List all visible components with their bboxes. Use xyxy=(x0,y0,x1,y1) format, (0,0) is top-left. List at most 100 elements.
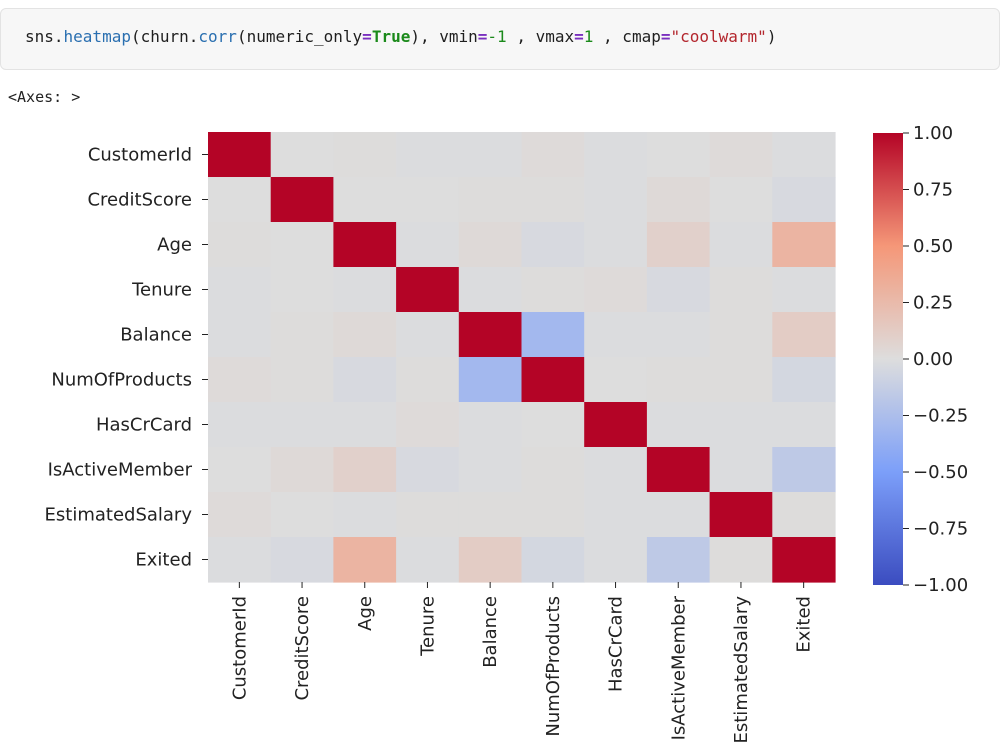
heatmap-cell xyxy=(270,222,334,268)
heatmap-cell xyxy=(270,177,334,223)
code-token: , vmax xyxy=(506,27,575,46)
x-tick-label: Tenure xyxy=(417,596,438,657)
heatmap-cell xyxy=(208,222,272,268)
y-tick-label: CreditScore xyxy=(87,190,192,211)
code-token: (churn. xyxy=(130,27,199,46)
colorbar-tick-label: −0.50 xyxy=(913,462,968,483)
heatmap-cell xyxy=(396,492,460,538)
heatmap-cell xyxy=(458,402,523,448)
heatmap-cell xyxy=(208,492,272,538)
heatmap-cell xyxy=(772,177,836,223)
heatmap-cell xyxy=(333,312,397,358)
heatmap-cell xyxy=(208,177,272,223)
heatmap-cell xyxy=(396,177,460,223)
colorbar-tick-label: −0.25 xyxy=(913,406,968,427)
colorbar-tick-label: 0.50 xyxy=(913,236,953,257)
heatmap-cell xyxy=(208,267,272,313)
heatmap-cell xyxy=(709,222,773,268)
y-tick-label: IsActiveMember xyxy=(48,460,193,481)
heatmap-cell xyxy=(333,357,397,403)
heatmap-cell xyxy=(646,222,711,268)
code-token-number: -1 xyxy=(487,27,507,46)
heatmap-cell xyxy=(270,312,334,358)
heatmap-cell xyxy=(208,132,272,178)
code-token: (numeric_only xyxy=(236,27,363,46)
heatmap-cell xyxy=(458,492,523,538)
y-tick-label: CustomerId xyxy=(88,145,192,166)
y-tick-label: Tenure xyxy=(131,280,192,301)
x-tick-label: IsActiveMember xyxy=(668,595,689,740)
heatmap-cell xyxy=(333,177,397,223)
code-token-op: = xyxy=(477,27,488,46)
heatmap-cell xyxy=(709,447,773,493)
x-tick-labels: CustomerId CreditScore Age Tenure Balance Num… xyxy=(229,582,815,743)
heatmap-cell xyxy=(333,222,397,268)
heatmap-cell xyxy=(208,447,272,493)
code-token: ) xyxy=(766,27,777,46)
heatmap-cell xyxy=(584,447,648,493)
heatmap-cell xyxy=(772,222,836,268)
x-tick-label: Age xyxy=(355,596,376,631)
colorbar-tick-label: 0.25 xyxy=(913,293,953,314)
heatmap-cell xyxy=(772,357,836,403)
x-tick-label: HasCrCard xyxy=(606,596,627,692)
heatmap-cell xyxy=(396,447,460,493)
heatmap-cell xyxy=(521,357,585,403)
code-token: , cmap xyxy=(593,27,661,46)
heatmap-cell xyxy=(646,312,711,358)
y-tick-label: Exited xyxy=(135,550,192,571)
heatmap-cell xyxy=(709,177,773,223)
heatmap-cell xyxy=(772,537,836,583)
heatmap-cell xyxy=(709,492,773,538)
heatmap-cell xyxy=(521,402,585,448)
x-tick-label: CreditScore xyxy=(292,596,313,701)
x-tick-label: NumOfProducts xyxy=(543,596,564,737)
heatmap-cell xyxy=(458,132,523,178)
heatmap-cell xyxy=(396,132,460,178)
heatmap-cell xyxy=(458,537,523,583)
code-cell[interactable]: sns.heatmap(churn.corr(numeric_only=True… xyxy=(0,8,1000,70)
heatmap-cell xyxy=(333,447,397,493)
colorbar-bar xyxy=(873,133,903,585)
code-line: sns.heatmap(churn.corr(numeric_only=True… xyxy=(25,27,776,46)
heatmap-cell xyxy=(270,267,334,313)
heatmap-cell xyxy=(584,177,648,223)
heatmap-cell xyxy=(709,537,773,583)
y-tick-label: Balance xyxy=(120,325,192,346)
y-tick-label: EstimatedSalary xyxy=(45,505,193,526)
heatmap-cell xyxy=(646,537,711,583)
heatmap-cell xyxy=(270,357,334,403)
heatmap-cell xyxy=(646,132,711,178)
heatmap-cell xyxy=(709,267,773,313)
heatmap-cell xyxy=(584,357,648,403)
heatmap-cell xyxy=(772,312,836,358)
heatmap-cell xyxy=(396,312,460,358)
heatmap-cell xyxy=(396,267,460,313)
heatmap-cell xyxy=(458,312,523,358)
heatmap-cell xyxy=(458,357,523,403)
heatmap-cell xyxy=(270,537,334,583)
code-token: sns. xyxy=(25,27,64,46)
heatmap-cell xyxy=(772,492,836,538)
heatmap-cell xyxy=(646,357,711,403)
heatmap-cell xyxy=(521,492,585,538)
heatmap-cell xyxy=(396,357,460,403)
colorbar-tick-label: −1.00 xyxy=(913,575,968,596)
heatmap-cell xyxy=(584,222,648,268)
heatmap-cell xyxy=(646,492,711,538)
heatmap-cell xyxy=(584,402,648,448)
heatmap-cell xyxy=(521,312,585,358)
heatmap-cell xyxy=(458,267,523,313)
heatmap-cell xyxy=(646,402,711,448)
x-tick-label: Balance xyxy=(480,596,501,668)
heatmap-cell xyxy=(458,177,523,223)
heatmap-cell xyxy=(333,537,397,583)
heatmap-cell xyxy=(584,132,648,178)
heatmap-cell xyxy=(521,267,585,313)
heatmap-cell xyxy=(584,267,648,313)
heatmap-cells xyxy=(208,132,836,583)
heatmap-cell xyxy=(333,402,397,448)
colorbar: 1.00 0.75 0.50 0.25 0.00 −0.25 −0.50 −0.75 −1.00 xyxy=(873,123,968,596)
heatmap-cell xyxy=(646,267,711,313)
heatmap-cell xyxy=(270,132,334,178)
